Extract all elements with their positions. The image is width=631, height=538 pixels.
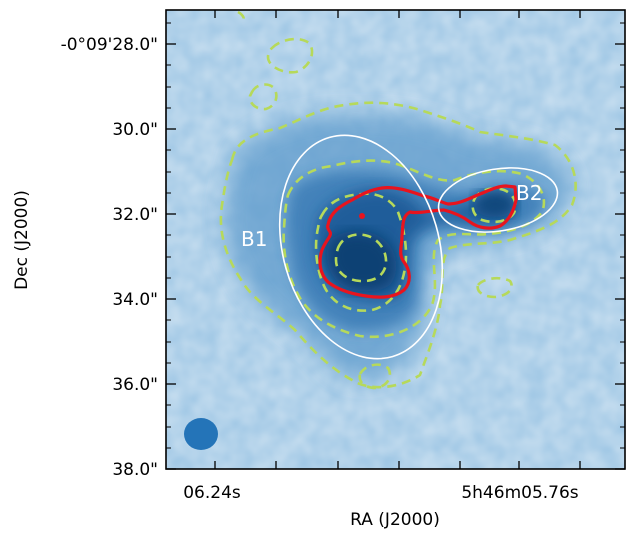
contour-island-1 xyxy=(266,37,314,74)
source-label-b1: B1 xyxy=(241,227,267,251)
y-tick-label: 32.0" xyxy=(112,205,158,225)
y-tick-label: -0°09'28.0" xyxy=(61,35,158,55)
y-ticks xyxy=(166,43,625,470)
axes-frame xyxy=(165,9,626,470)
emission-core-b2 xyxy=(473,191,517,217)
contour-core-b1 xyxy=(334,233,388,283)
aperture-b1 xyxy=(278,134,444,360)
y-axis-label: Dec (J2000) xyxy=(12,190,32,290)
beam-ellipse xyxy=(184,418,218,450)
y-tick-labels: -0°09'28.0" 30.0" 32.0" 34.0" 36.0" 38.0… xyxy=(61,35,158,480)
source-label-b2: B2 xyxy=(516,181,542,205)
contour-island-2 xyxy=(248,83,278,111)
contour-island-3 xyxy=(476,276,513,299)
contour-outer xyxy=(219,101,577,389)
x-tick-label: 06.24s xyxy=(183,483,241,503)
x-axis-label: RA (J2000) xyxy=(350,510,440,530)
peak-marker xyxy=(359,213,365,219)
emission-structure xyxy=(224,114,571,379)
y-tick-label: 34.0" xyxy=(112,290,158,310)
y-tick-label: 36.0" xyxy=(112,375,158,395)
x-tick-labels: 06.24s 5h46m05.76s xyxy=(183,483,579,503)
aperture-b2 xyxy=(437,167,559,233)
contour-edge xyxy=(237,10,245,21)
y-tick-label: 38.0" xyxy=(112,460,158,480)
y-tick-label: 30.0" xyxy=(112,120,158,140)
contour-island-4 xyxy=(358,363,392,390)
contour-mid xyxy=(282,159,546,339)
x-tick-label: 5h46m05.76s xyxy=(461,483,578,503)
x-ticks xyxy=(214,10,581,469)
map-panel: B1 B2 xyxy=(166,10,625,469)
y-minor-ticks xyxy=(166,22,625,449)
